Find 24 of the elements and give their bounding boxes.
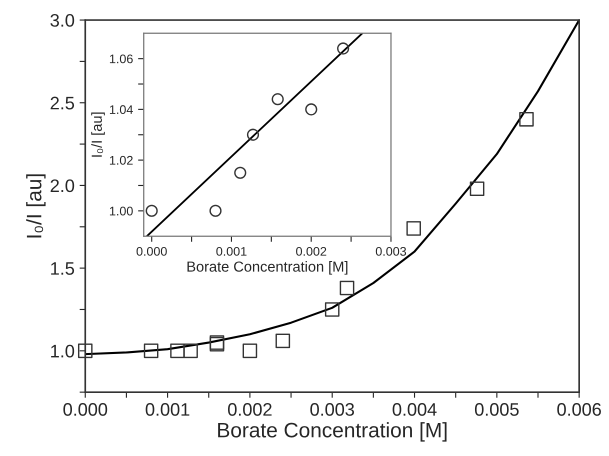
y-axis-title: I₀/I [au] xyxy=(26,174,46,238)
x-tick-label: 0.002 xyxy=(228,403,272,416)
y-tick-label: 1.06 xyxy=(110,54,133,64)
x-axis-title: Borate Concentration [M] xyxy=(218,422,447,442)
y-tick-label: 1.02 xyxy=(110,156,133,165)
x-tick-label: 0.001 xyxy=(146,403,190,416)
x-tick-label: 0.003 xyxy=(310,403,354,416)
y-tick-label: 3.0 xyxy=(50,14,74,27)
y-tick-label: 2.5 xyxy=(50,96,74,110)
x-tick-label: 0.000 xyxy=(136,246,167,256)
x-tick-label: 0.004 xyxy=(392,403,437,416)
y-axis-title: I₀/I [au] xyxy=(91,112,105,157)
x-tick-label: 0.005 xyxy=(474,403,519,416)
y-tick-label: 1.00 xyxy=(110,206,133,216)
y-tick-label: 2.0 xyxy=(50,179,74,192)
x-tick-label: 0.002 xyxy=(296,246,326,256)
x-tick-label: 0.001 xyxy=(216,246,246,256)
x-tick-label: 0.000 xyxy=(63,403,108,416)
x-tick-label: 0.003 xyxy=(376,246,406,256)
x-tick-label: 0.006 xyxy=(557,403,601,416)
x-axis-title: Borate Concentration [M] xyxy=(187,261,348,275)
y-tick-label: 1.0 xyxy=(51,344,74,358)
y-tick-label: 1.04 xyxy=(110,105,133,114)
y-tick-label: 1.5 xyxy=(51,262,74,275)
